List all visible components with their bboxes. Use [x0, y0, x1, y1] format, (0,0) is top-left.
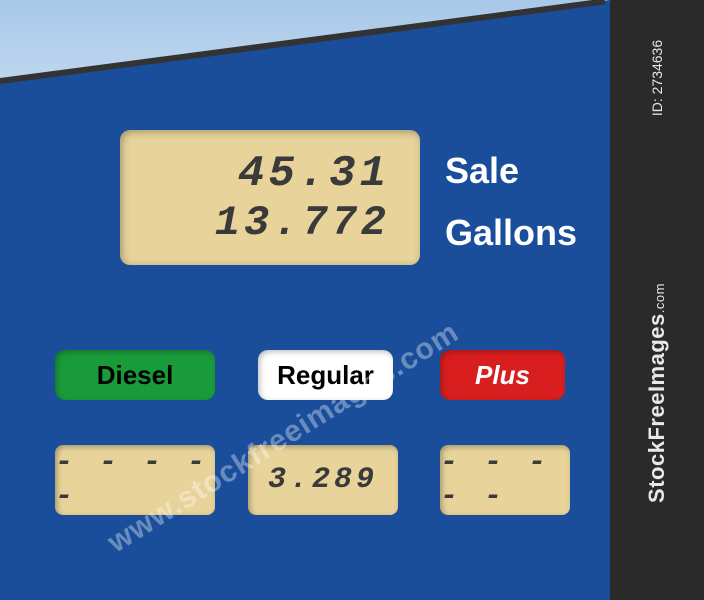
plus-button-label: Plus [475, 360, 530, 391]
plus-button[interactable]: Plus [440, 350, 565, 400]
gallons-label: Gallons [445, 212, 577, 254]
regular-price-display: 3.289 [248, 445, 398, 515]
plus-price-display: - - - - - [440, 445, 570, 515]
gallons-value: 13.772 [215, 199, 390, 247]
plus-price-value: - - - - - [440, 446, 570, 514]
diesel-price-display: - - - - - [55, 445, 215, 515]
diesel-button[interactable]: Diesel [55, 350, 215, 400]
main-lcd-display: 45.31 13.772 [120, 130, 420, 265]
sale-amount-value: 45.31 [238, 149, 390, 199]
brand-main: StockFreeImages [644, 313, 669, 503]
watermark-sidebar: ID: 2734636 StockFreeImages.com [610, 0, 704, 600]
sale-label: Sale [445, 150, 519, 192]
brand-suffix: .com [652, 283, 667, 313]
image-id-text: ID: 2734636 [649, 40, 665, 116]
watermark-brand: StockFreeImages.com [644, 283, 670, 503]
diesel-button-label: Diesel [97, 360, 174, 391]
regular-button[interactable]: Regular [258, 350, 393, 400]
diesel-price-value: - - - - - [55, 446, 215, 514]
regular-button-label: Regular [277, 360, 374, 391]
regular-price-value: 3.289 [268, 463, 378, 497]
